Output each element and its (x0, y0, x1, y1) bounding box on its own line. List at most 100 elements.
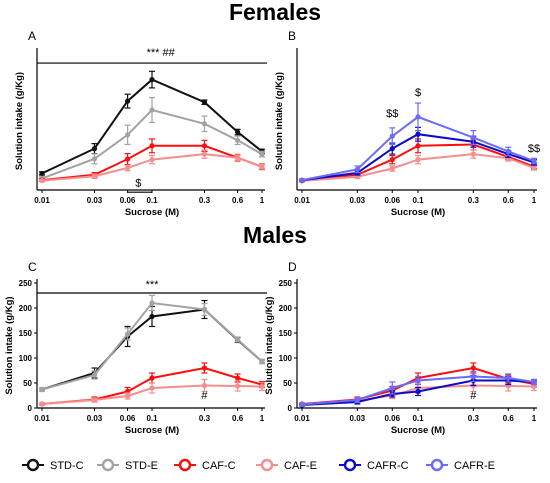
panel-d-y-tick-label: 50 (283, 379, 292, 388)
section-title-females: Females (229, 0, 321, 25)
panel-a-data-point (234, 129, 241, 135)
panel-c-data-point (234, 375, 241, 381)
panel-d-data-point (531, 383, 537, 390)
panel-d-x-tick-label: 0.03 (350, 414, 366, 423)
panel-b-data-point (389, 133, 395, 139)
legend-swatch-marker (101, 458, 115, 472)
panel-d-x-tick-label: 1 (532, 414, 537, 423)
panel-a-x-tick-label: 0.03 (87, 196, 103, 205)
panel-a-annotation: $ (135, 178, 141, 190)
panel-c-data-point (201, 382, 208, 389)
legend-item-caf-c: CAF-C (174, 458, 236, 472)
panel-c-annotation: # (201, 390, 208, 402)
panel-b-data-point (415, 157, 421, 163)
panel-c-x-tick-label: 0.03 (87, 414, 103, 423)
panel-b-data-point (505, 148, 511, 154)
panel-a-data-point (149, 77, 155, 83)
panel-a-series-caf-e (39, 149, 265, 184)
panel-a-annotation: *** ## (147, 47, 176, 59)
panel-d-letter: D (288, 260, 297, 274)
panel-c-x-tick-label: 0.06 (120, 414, 136, 423)
panel-a-letter: A (28, 29, 36, 43)
panel-d-y-tick-label: 200 (279, 304, 293, 313)
legend-label: CAF-E (284, 460, 317, 472)
panel-b-annotation: $$ (528, 143, 540, 155)
panel-b-x-tick-label: 0.06 (384, 196, 400, 205)
legend-swatch-marker (26, 458, 40, 472)
panel-d-y-tick-label: 250 (279, 279, 293, 288)
panel-a-x-tick-label: 0.06 (120, 196, 136, 205)
panel-c-data-point (91, 397, 98, 403)
panel-c-data-point (91, 372, 98, 378)
panel-d-data-point (470, 373, 476, 380)
panel-c-y-tick-label: 100 (19, 354, 33, 363)
panel-b-data-point (299, 177, 305, 183)
panel-c-data-point (39, 386, 45, 393)
panel-d-data-point (354, 397, 360, 403)
panel-d-data-point (531, 379, 537, 385)
panel-c-y-tick-label: 0 (28, 404, 33, 413)
panel-d-annotation: # (470, 390, 477, 402)
panel-b-data-point (470, 134, 476, 141)
panel-c-x-tick-label: 0.3 (199, 414, 211, 423)
panel-a-data-point (39, 178, 45, 184)
legend: STD-C STD-E CAF-C CAF-E CAFR-C CAFR-E (22, 458, 495, 472)
panel-c-y-tick-label: 50 (23, 379, 32, 388)
panel-a-data-point (91, 173, 98, 179)
panel-d-data-point (470, 365, 476, 371)
panel-a-x-tick-label: 1 (260, 196, 265, 205)
panel-a-data-point (201, 143, 208, 149)
chart-panel-d: D 0.01 0.03 0.06 0.1 0.3 0.6 1 0 50 100 150 200 250 Su… (264, 260, 537, 436)
panel-b-data-point (415, 131, 421, 137)
legend-label: CAFR-C (367, 460, 409, 472)
panel-b-data-point (389, 146, 395, 152)
panel-d-x-tick-label: 0.1 (412, 414, 424, 423)
panel-d-y-tick-label: 0 (288, 404, 293, 413)
panel-a-data-point (91, 156, 98, 162)
legend-label: STD-C (50, 460, 84, 472)
panel-a-data-point (234, 137, 241, 143)
panel-b-x-tick-label: 1 (532, 196, 537, 205)
panel-b-x-tick-label: 0.6 (503, 196, 515, 205)
chart-panel-a: A 0.01 0.03 0.06 0.1 0.3 0.6 1 Sucrose (M) Soluti… (14, 29, 267, 218)
panel-b-x-tick-label: 0.1 (412, 196, 424, 205)
legend-item-caf-e: CAF-E (256, 458, 317, 472)
panel-a-data-point (124, 98, 131, 104)
panel-d-x-axis-label: Sucrose (M) (391, 425, 445, 436)
panel-c-annotation: *** (146, 279, 160, 291)
panel-b-data-point (531, 165, 537, 171)
panel-c-data-point (149, 385, 155, 391)
panels: A 0.01 0.03 0.06 0.1 0.3 0.6 1 Sucrose (M) Soluti… (4, 29, 540, 436)
panel-a-data-point (124, 132, 131, 138)
panel-d-series-cafr-e (299, 370, 537, 408)
panel-c-data-point (234, 336, 241, 343)
panel-c-data-point (259, 383, 265, 390)
panel-a-data-point (259, 164, 265, 170)
panel-b-data-point (354, 166, 360, 172)
panel-a-data-point (201, 151, 208, 157)
panel-b-series-caf-e (299, 149, 537, 184)
legend-item-cafr-e: CAFR-E (426, 458, 495, 472)
panel-d-data-point (389, 385, 395, 391)
legend-item-std-c: STD-C (22, 458, 84, 472)
panel-a-data-point (201, 99, 208, 105)
panel-a-data-point (149, 107, 155, 113)
legend-swatch-marker (260, 458, 274, 472)
panel-b-data-point (470, 151, 476, 157)
panel-b-series-cafr-e (299, 102, 537, 183)
panel-c-series-std-e (39, 294, 265, 393)
panel-c-series-caf-e (39, 378, 265, 407)
legend-label: STD-E (125, 460, 158, 472)
panel-d-y-tick-label: 150 (279, 329, 293, 338)
panel-c-data-point (201, 306, 208, 313)
panel-b-data-point (415, 114, 421, 120)
legend-swatch-marker (178, 458, 192, 472)
section-title-males: Males (243, 222, 307, 248)
panel-b-x-tick-label: 0.03 (350, 196, 366, 205)
panel-c-x-tick-label: 0.01 (34, 414, 50, 423)
panel-b-annotation: $ (415, 87, 421, 99)
panel-b-data-point (531, 158, 537, 164)
panel-c-x-tick-label: 1 (260, 414, 265, 423)
panel-d-y-axis-label: Solution intake (g/Kg) (264, 296, 275, 394)
